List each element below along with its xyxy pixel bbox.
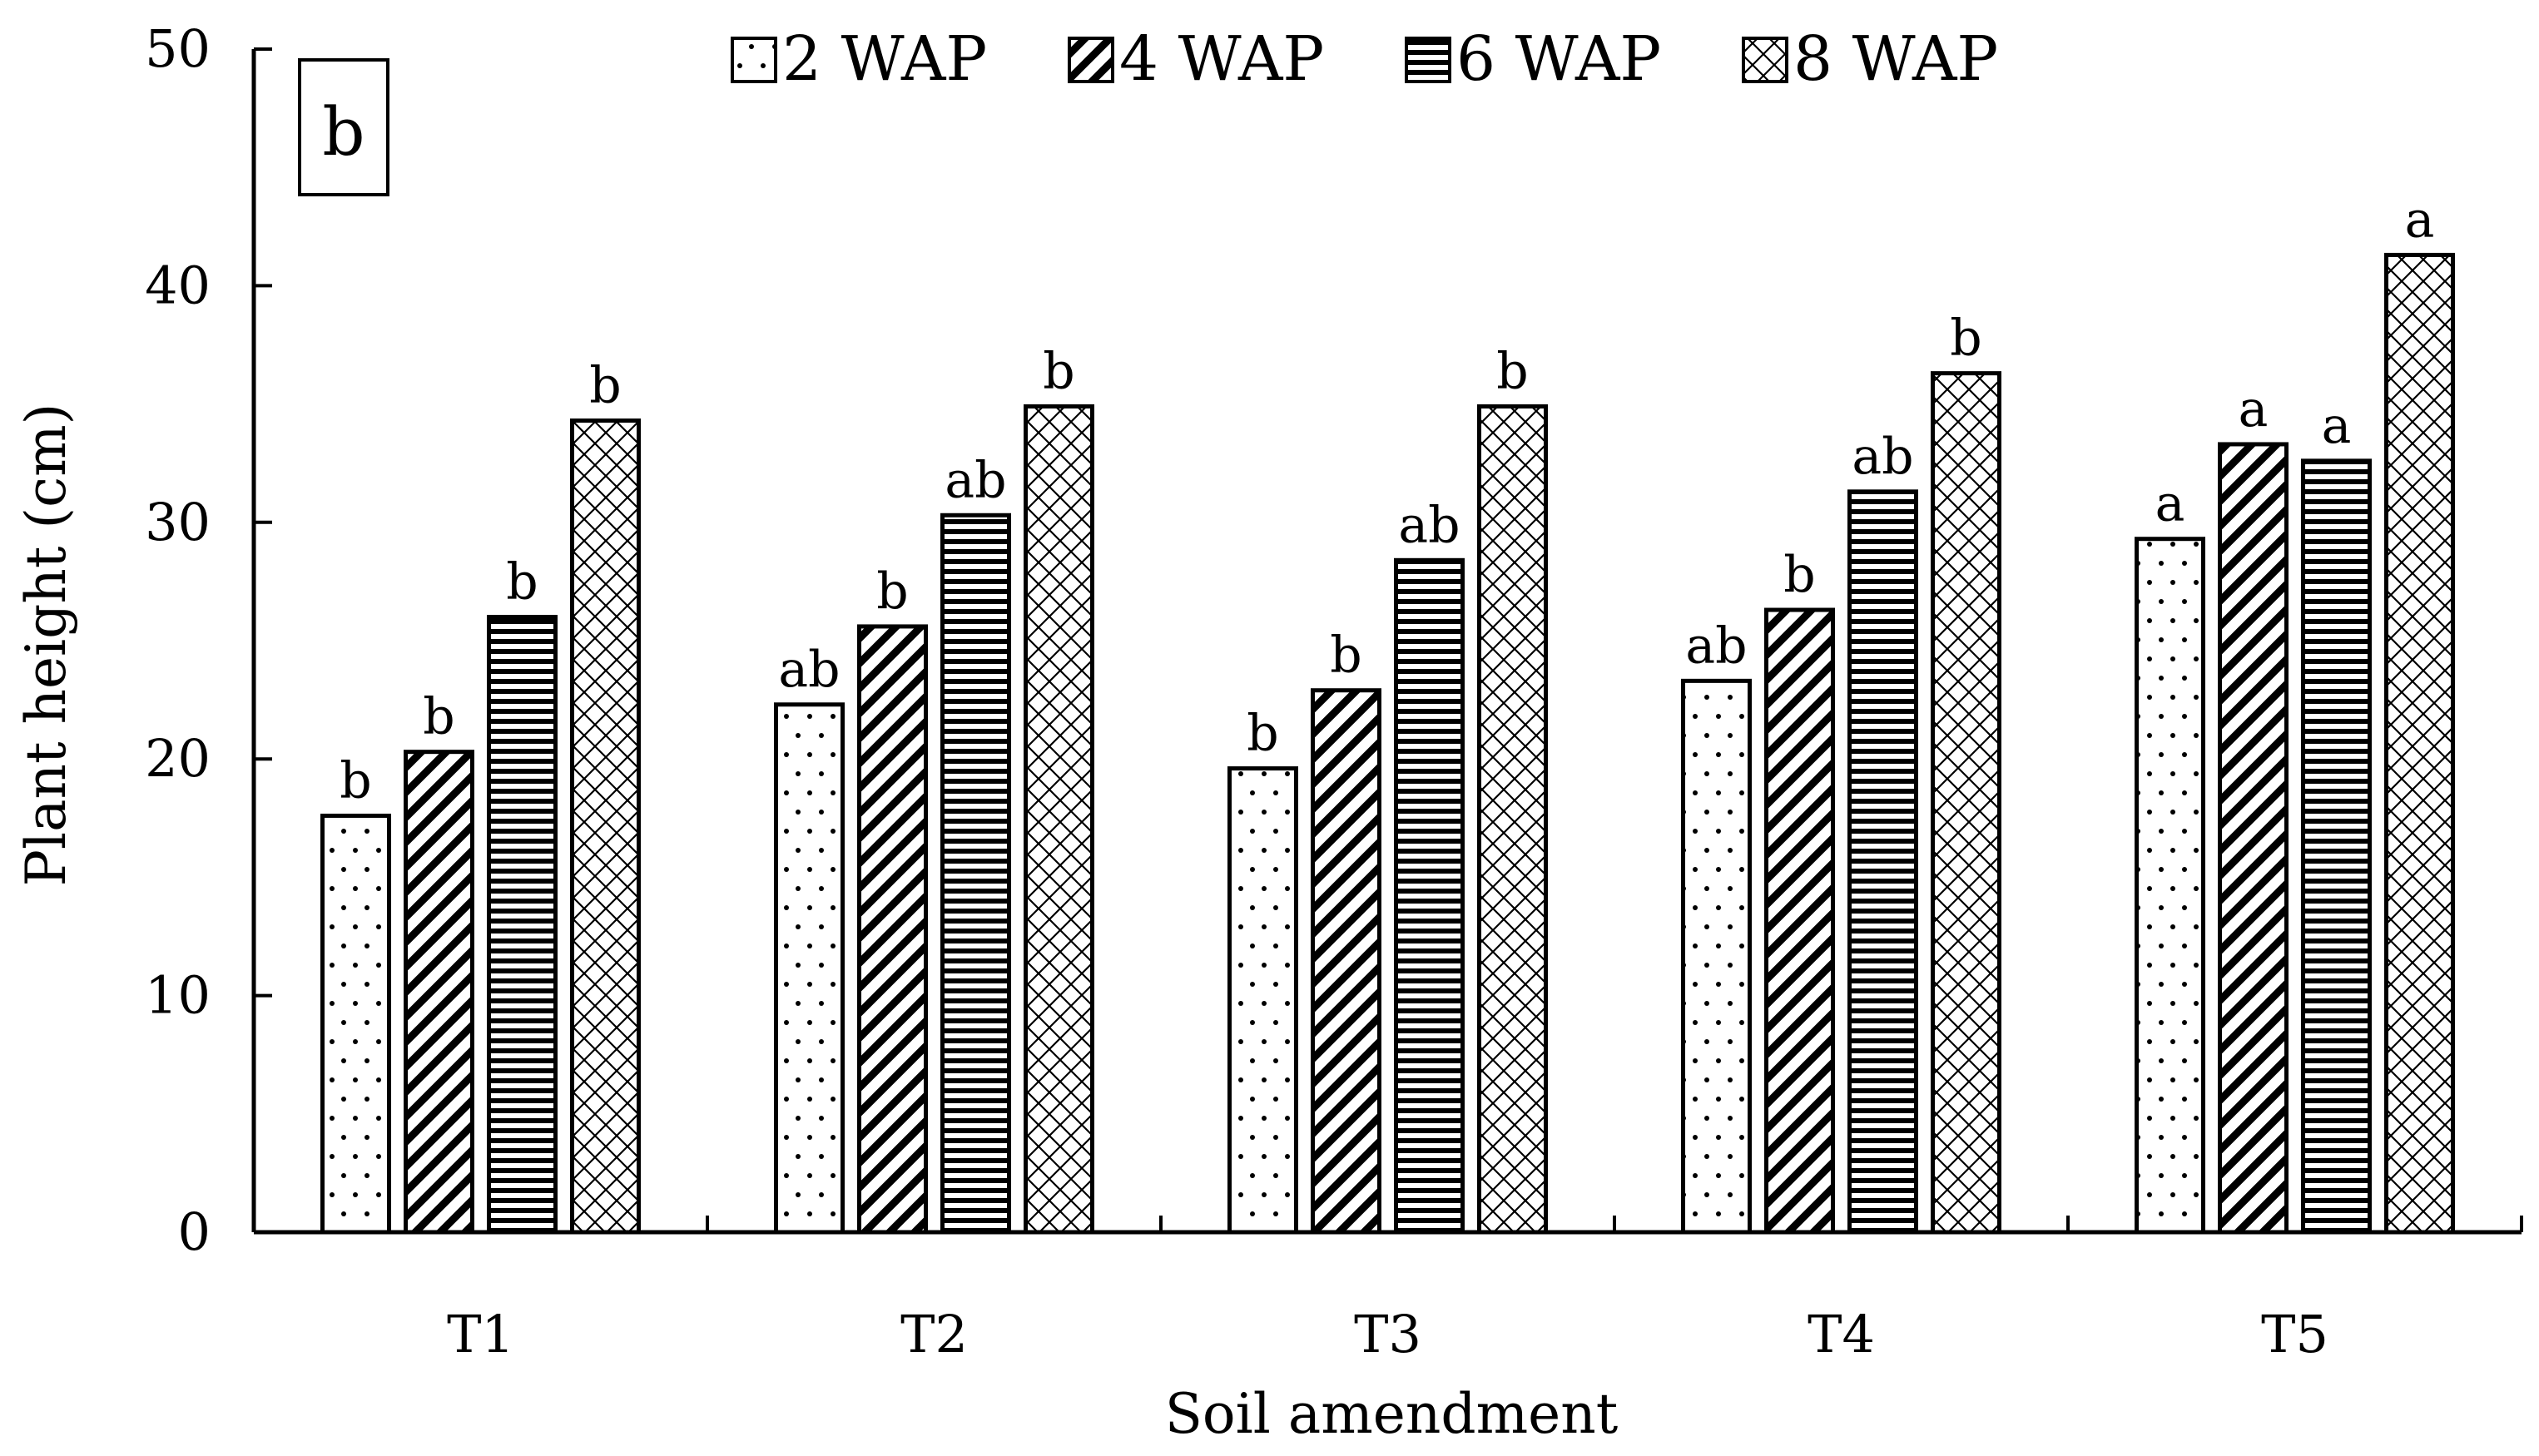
bar-8-wap-t1 bbox=[570, 418, 641, 1235]
y-axis-title: Plant height (cm) bbox=[14, 404, 78, 887]
bar-6-wap-t4 bbox=[1847, 489, 1918, 1235]
bar-significance-label: ab bbox=[778, 641, 840, 699]
legend-label: 2 WAP bbox=[782, 23, 987, 95]
x-axis-title: Soil amendment bbox=[1165, 1382, 1619, 1446]
bar-6-wap-t2 bbox=[940, 513, 1011, 1235]
legend-label: 4 WAP bbox=[1119, 23, 1324, 95]
bar-significance-label: b bbox=[1950, 310, 1981, 368]
y-tick-label: 0 bbox=[178, 1201, 211, 1262]
panel-label: b bbox=[322, 93, 364, 171]
y-tick-label: 50 bbox=[145, 18, 211, 79]
x-tick-label: T4 bbox=[1808, 1304, 1875, 1364]
bar-significance-label: b bbox=[423, 688, 454, 746]
bar-significance-label: a bbox=[2155, 475, 2185, 533]
legend-swatch bbox=[1742, 37, 1788, 83]
bar-significance-label: b bbox=[1783, 546, 1815, 604]
bar-4-wap-t2 bbox=[857, 624, 928, 1235]
bar-significance-label: b bbox=[589, 357, 621, 415]
legend-swatch bbox=[1068, 37, 1114, 83]
bar-significance-label: b bbox=[1496, 342, 1528, 400]
bar-2-wap-t1 bbox=[320, 813, 391, 1235]
panel-label-box bbox=[298, 58, 389, 196]
bar-significance-label: a bbox=[2405, 191, 2435, 249]
bar-8-wap-t4 bbox=[1931, 371, 2001, 1235]
bar-6-wap-t3 bbox=[1394, 557, 1465, 1235]
bar-significance-label: ab bbox=[1398, 496, 1460, 554]
bar-significance-label: b bbox=[1247, 705, 1278, 763]
bar-8-wap-t2 bbox=[1024, 404, 1094, 1235]
bar-significance-label: ab bbox=[1852, 428, 1913, 486]
bar-2-wap-t4 bbox=[1681, 678, 1752, 1235]
bar-significance-label: b bbox=[506, 553, 538, 612]
bar-significance-label: b bbox=[1043, 342, 1074, 400]
bar-significance-label: a bbox=[2322, 397, 2352, 455]
legend-swatch bbox=[731, 37, 777, 83]
x-tick-label: T2 bbox=[900, 1304, 968, 1364]
legend-swatch bbox=[1405, 37, 1451, 83]
y-tick-label: 30 bbox=[145, 492, 211, 552]
bar-significance-label: ab bbox=[945, 451, 1006, 509]
bar-4-wap-t1 bbox=[404, 750, 474, 1235]
x-tick-label: T5 bbox=[2261, 1304, 2328, 1364]
bar-2-wap-t5 bbox=[2135, 537, 2205, 1235]
y-tick-label: 10 bbox=[145, 965, 211, 1026]
bar-4-wap-t3 bbox=[1311, 688, 1381, 1235]
bar-significance-label: b bbox=[340, 751, 371, 810]
y-tick-label: 20 bbox=[145, 728, 211, 789]
bar-significance-label: ab bbox=[1685, 617, 1747, 675]
bar-2-wap-t3 bbox=[1227, 766, 1298, 1235]
bar-8-wap-t5 bbox=[2384, 252, 2455, 1235]
x-tick-label: T1 bbox=[447, 1304, 514, 1364]
bar-significance-label: b bbox=[876, 562, 908, 621]
bar-6-wap-t5 bbox=[2301, 458, 2372, 1235]
legend-label: 6 WAP bbox=[1456, 23, 1661, 95]
bar-4-wap-t4 bbox=[1764, 607, 1835, 1235]
bar-significance-label: b bbox=[1330, 626, 1361, 685]
y-tick-label: 40 bbox=[145, 255, 211, 315]
bar-4-wap-t5 bbox=[2218, 442, 2289, 1235]
bar-8-wap-t3 bbox=[1477, 404, 1548, 1235]
bar-6-wap-t1 bbox=[487, 615, 558, 1235]
x-tick-label: T3 bbox=[1354, 1304, 1421, 1364]
legend-label: 8 WAP bbox=[1793, 23, 1998, 95]
bar-significance-label: a bbox=[2239, 380, 2269, 438]
bar-2-wap-t2 bbox=[774, 702, 845, 1235]
